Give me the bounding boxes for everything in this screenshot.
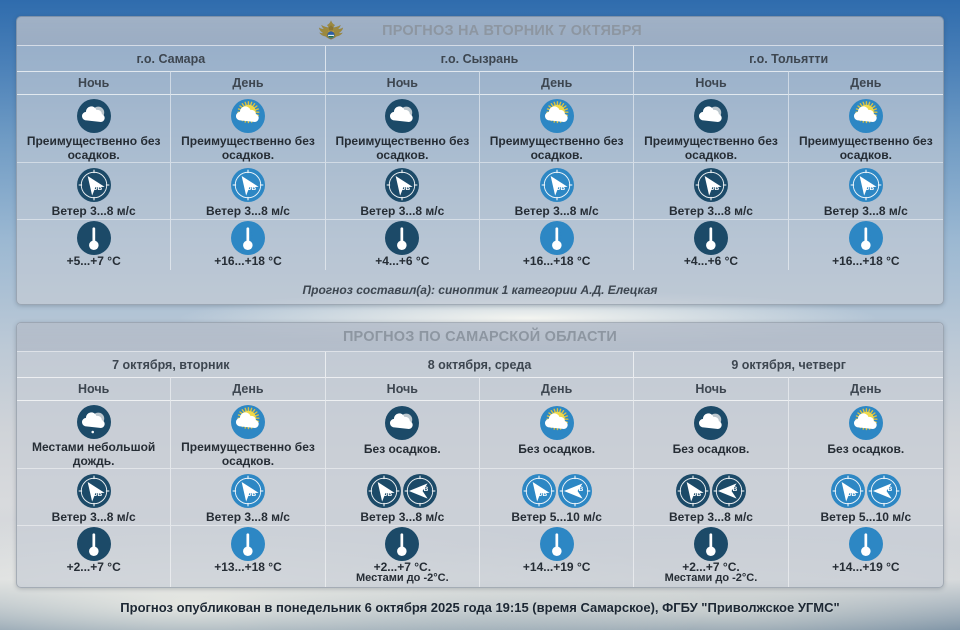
svg-text:ЮВ: ЮВ: [245, 185, 257, 192]
svg-text:ЮВ: ЮВ: [708, 185, 720, 192]
svg-text:ЮВ: ЮВ: [245, 491, 257, 498]
svg-text:В: В: [424, 486, 429, 493]
svg-text:ЮВ: ЮВ: [863, 185, 875, 192]
svg-text:ЮВ: ЮВ: [845, 491, 857, 498]
svg-text:ЮВ: ЮВ: [690, 491, 702, 498]
svg-text:ЮВ: ЮВ: [399, 185, 411, 192]
svg-text:ЮВ: ЮВ: [381, 491, 393, 498]
svg-text:В: В: [733, 486, 738, 493]
svg-text:В: В: [578, 486, 583, 493]
svg-text:ЮВ: ЮВ: [536, 491, 548, 498]
svg-text:ЮВ: ЮВ: [91, 491, 103, 498]
svg-text:В: В: [887, 486, 892, 493]
svg-text:ЮВ: ЮВ: [554, 185, 566, 192]
svg-text:ЮВ: ЮВ: [91, 185, 103, 192]
